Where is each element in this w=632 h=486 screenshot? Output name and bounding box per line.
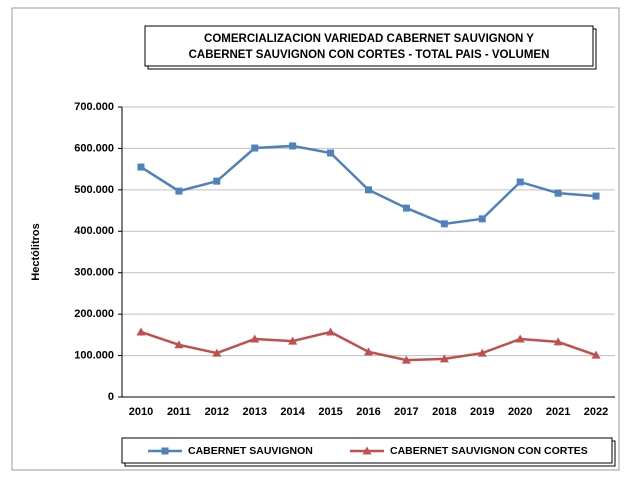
x-tick-label: 2012 xyxy=(205,406,229,418)
data-point xyxy=(591,350,601,359)
data-point xyxy=(439,354,449,363)
chart-border xyxy=(11,7,620,471)
legend-label: CABERNET SAUVIGNON xyxy=(188,445,313,457)
x-tick-label: 2015 xyxy=(318,406,342,418)
data-point xyxy=(440,220,448,228)
x-tick-label: 2018 xyxy=(432,406,456,418)
data-point xyxy=(213,177,221,185)
data-point xyxy=(478,215,486,223)
data-point xyxy=(289,142,297,150)
data-point xyxy=(554,189,562,197)
x-tick-label: 2017 xyxy=(394,406,418,418)
y-tick-label: 300.000 xyxy=(74,267,114,279)
data-point xyxy=(364,347,373,356)
chart-title: CABERNET SAUVIGNON CON CORTES - TOTAL PA… xyxy=(189,49,550,61)
y-tick-label: 200.000 xyxy=(74,308,114,320)
legend-marker xyxy=(362,446,372,455)
data-point xyxy=(327,149,335,157)
data-point xyxy=(174,340,184,349)
data-point xyxy=(250,334,260,343)
x-tick-label: 2014 xyxy=(280,406,305,418)
y-tick-label: 100.000 xyxy=(74,349,114,361)
x-tick-label: 2013 xyxy=(242,406,266,418)
data-point xyxy=(365,186,372,194)
data-point xyxy=(251,144,259,152)
y-tick-label: 500.000 xyxy=(74,184,114,196)
x-tick-label: 2022 xyxy=(584,406,608,418)
data-point xyxy=(212,348,222,357)
x-tick-label: 2010 xyxy=(129,406,153,418)
x-tick-label: 2019 xyxy=(470,406,494,418)
data-point xyxy=(402,204,410,212)
data-point xyxy=(175,187,183,195)
data-point xyxy=(553,337,563,346)
y-tick-label: 400.000 xyxy=(74,225,114,237)
y-tick-label: 700.000 xyxy=(74,101,114,113)
data-point xyxy=(592,192,600,200)
legend-label: CABERNET SAUVIGNON CON CORTES xyxy=(390,445,588,457)
y-tick-label: 600.000 xyxy=(74,142,114,154)
data-point xyxy=(477,348,487,357)
x-tick-label: 2020 xyxy=(508,406,532,418)
data-point xyxy=(137,163,145,171)
data-point xyxy=(136,327,146,336)
legend-marker xyxy=(161,447,169,455)
title-box xyxy=(144,25,594,67)
data-point xyxy=(288,336,298,345)
x-tick-label: 2021 xyxy=(546,406,570,418)
data-point xyxy=(516,178,524,186)
chart-title: COMERCIALIZACION VARIEDAD CABERNET SAUVI… xyxy=(204,33,534,45)
data-point xyxy=(515,334,525,343)
y-axis-label: Hectólitros xyxy=(30,223,42,280)
data-point xyxy=(401,355,411,364)
x-tick-label: 2016 xyxy=(356,406,380,418)
data-point xyxy=(326,327,336,336)
y-tick-label: 0 xyxy=(108,391,114,403)
x-tick-label: 2011 xyxy=(167,406,191,418)
